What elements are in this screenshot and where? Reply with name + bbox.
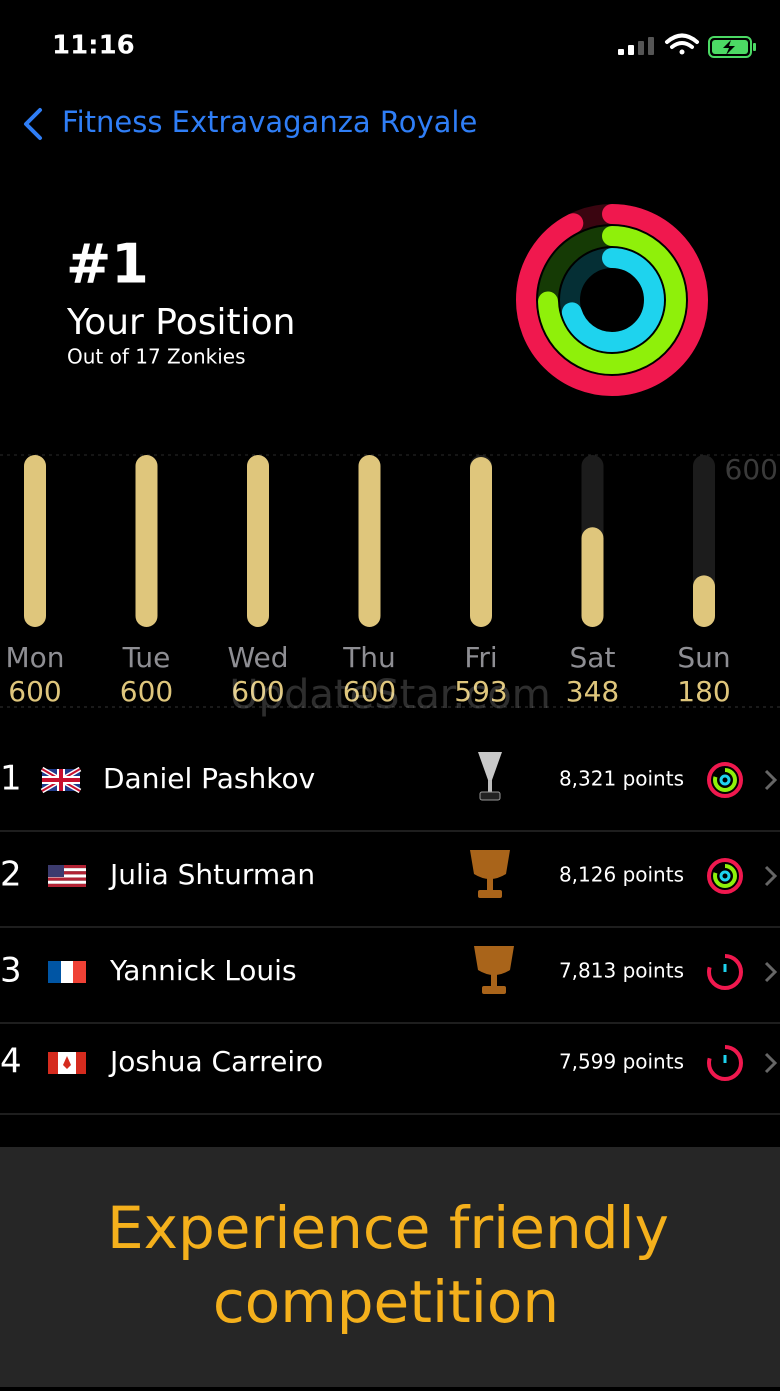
leaderboard-row[interactable]: 4 Joshua Carreiro 7,599 points <box>0 1042 780 1115</box>
status-time: 11:16 <box>52 31 135 61</box>
bar <box>581 527 604 627</box>
watermark: UpdateStar.com <box>229 672 550 718</box>
weekly-chart: 600Mon600Tue600Wed600Thu600Fri593Sat348S… <box>0 453 780 708</box>
row-rank: 2 <box>0 855 22 895</box>
banner-line: Experience friendly <box>107 1194 669 1262</box>
day-label: Sat <box>570 641 616 674</box>
y-tick-label: 600 <box>725 453 778 486</box>
nav-title[interactable]: Fitness Extravaganza Royale <box>62 105 477 139</box>
day-label: Mon <box>5 641 64 674</box>
flag <box>48 961 61 983</box>
flag <box>76 1052 86 1074</box>
signal-icon <box>618 37 654 55</box>
bar <box>135 455 158 627</box>
trophy <box>479 791 501 801</box>
bar <box>247 455 269 627</box>
flag <box>48 1052 58 1074</box>
row-chevron <box>764 961 778 983</box>
flag <box>48 883 86 887</box>
day-label: Wed <box>227 641 288 674</box>
bar <box>24 455 46 627</box>
day-label: Thu <box>342 641 396 674</box>
row-points: 7,599 points <box>559 1050 684 1074</box>
value-label: 600 <box>231 675 284 708</box>
row-rank: 4 <box>0 1042 22 1082</box>
flag <box>63 1056 71 1069</box>
mini-ring <box>719 774 731 786</box>
leaderboard-row[interactable]: 2 Julia Shturman 8,126 points <box>0 850 780 928</box>
mini-ring <box>707 1045 743 1081</box>
mini-ring <box>707 762 743 798</box>
banner-line: competition <box>213 1268 559 1336</box>
leaderboard-row[interactable]: 3 Yannick Louis 7,813 points <box>0 946 780 1024</box>
value-label: 348 <box>566 675 619 708</box>
activity-rings <box>516 204 708 396</box>
leaderboard-row[interactable]: 1 Daniel Pashkov 8,321 points <box>0 752 780 832</box>
flag <box>73 961 86 983</box>
position-subtitle: Out of 17 Zonkies <box>67 345 246 369</box>
row-points: 7,813 points <box>559 959 684 983</box>
row-chevron <box>764 769 778 791</box>
bar <box>470 457 492 627</box>
flag <box>61 961 73 983</box>
flag <box>48 874 86 878</box>
day-label: Sun <box>677 641 730 674</box>
trophy <box>488 780 492 792</box>
trophy <box>491 974 497 986</box>
banner-background <box>0 1147 780 1387</box>
value-label: 600 <box>120 675 173 708</box>
row-name: Yannick Louis <box>109 954 297 987</box>
row-name: Julia Shturman <box>108 858 315 891</box>
battery-icon <box>708 36 756 58</box>
flag <box>42 778 80 782</box>
value-label: 600 <box>343 675 396 708</box>
row-name: Joshua Carreiro <box>108 1045 323 1078</box>
bar <box>358 455 381 627</box>
value-label: 593 <box>454 675 507 708</box>
trophy <box>474 946 514 975</box>
bar <box>693 575 715 627</box>
row-points: 8,126 points <box>559 863 684 887</box>
mini-ring <box>707 858 743 894</box>
value-label: 600 <box>8 675 61 708</box>
day-label: Fri <box>464 641 497 674</box>
mini-ring <box>719 870 731 882</box>
row-chevron <box>764 1052 778 1074</box>
row-points: 8,321 points <box>559 767 684 791</box>
day-label: Tue <box>122 641 171 674</box>
flag <box>48 880 86 884</box>
row-rank: 1 <box>0 759 22 799</box>
leaderboard: 1 Daniel Pashkov 8,321 points 2 Julia Shturm… <box>0 752 780 1115</box>
trophy <box>482 986 506 994</box>
trophy <box>487 878 493 890</box>
position-label: Your Position <box>66 302 295 343</box>
position-rank: #1 <box>66 233 149 296</box>
flag <box>48 865 64 877</box>
value-label: 180 <box>677 675 730 708</box>
mini-ring <box>713 768 737 792</box>
row-chevron <box>764 865 778 887</box>
mini-ring <box>707 954 743 990</box>
flag <box>48 868 86 872</box>
trophy <box>478 890 502 898</box>
back-chevron[interactable] <box>24 108 42 140</box>
flag <box>48 877 86 881</box>
trophy <box>470 850 510 879</box>
wifi-icon <box>665 33 699 55</box>
row-name: Daniel Pashkov <box>103 762 315 795</box>
mini-ring <box>713 864 737 888</box>
flag <box>48 865 86 869</box>
flag <box>48 871 86 875</box>
row-rank: 3 <box>0 951 22 991</box>
trophy <box>478 752 502 780</box>
